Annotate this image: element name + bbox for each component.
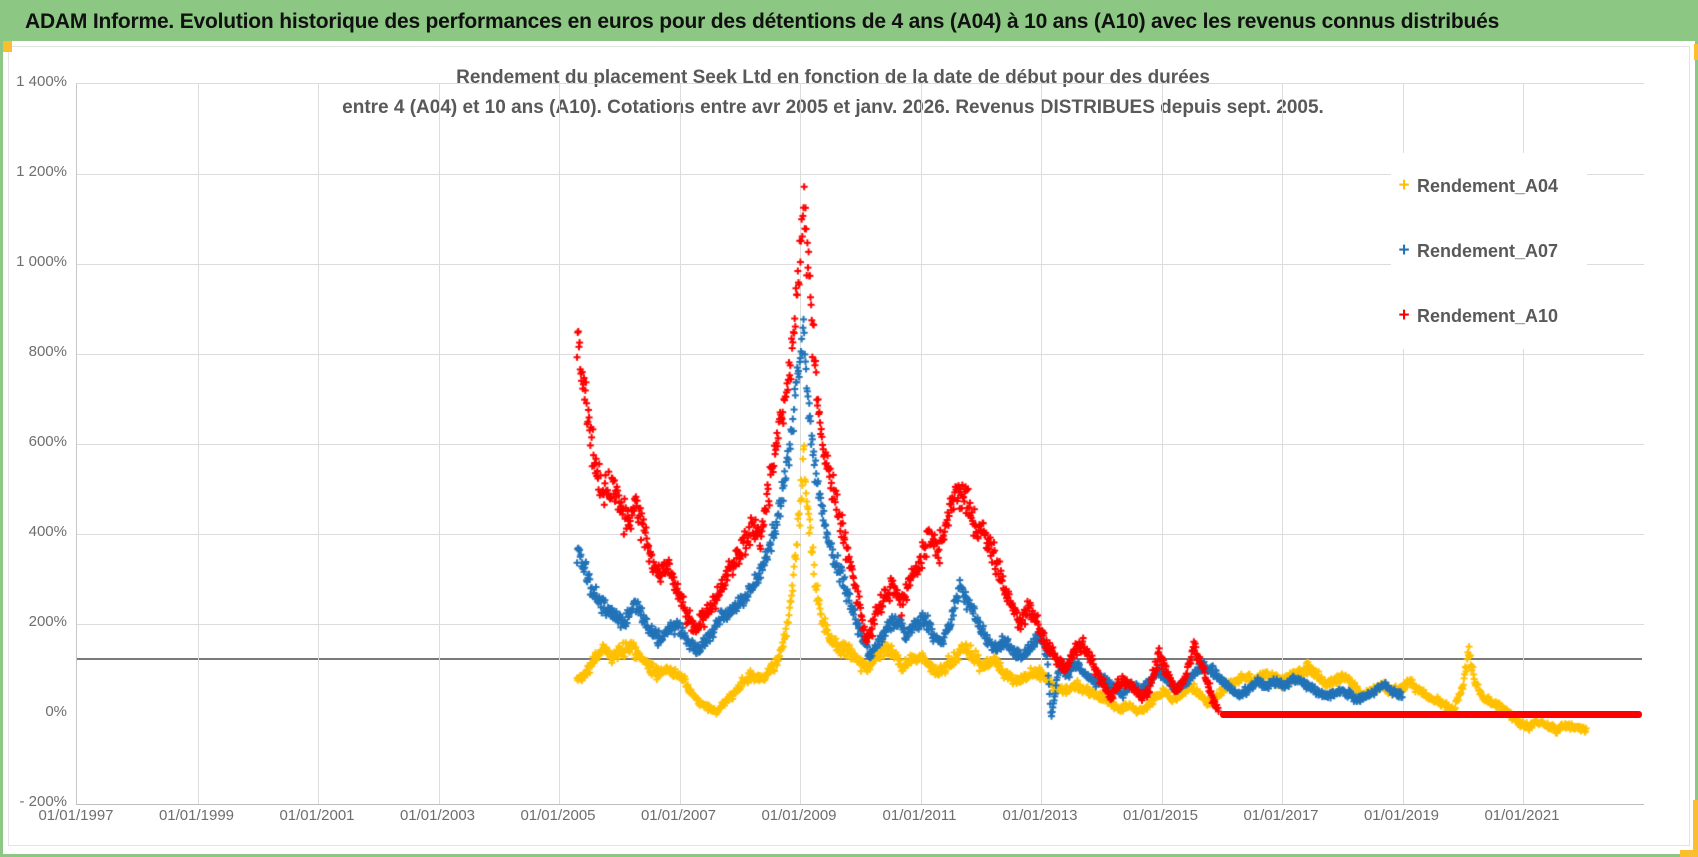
plus-marker-icon: + (1398, 175, 1410, 196)
x-axis-label: 01/01/1997 (38, 807, 114, 824)
chart-resize-handle-bottom-right[interactable] (1693, 800, 1698, 853)
x-axis-label: 01/01/2019 (1363, 807, 1440, 824)
legend-label: Rendement_A07 (1417, 240, 1559, 261)
x-axis-label: 01/01/2017 (1243, 807, 1319, 824)
red-zero-annotation-line[interactable] (1219, 710, 1642, 718)
plus-marker-icon: + (1398, 305, 1410, 326)
chart-overlay: Rendement du placement Seek Ltd en fonct… (3, 3, 1695, 854)
legend-label: Rendement_A10 (1417, 305, 1559, 326)
y-axis-label: 0% (45, 703, 67, 720)
x-axis-label: 01/01/2003 (399, 807, 476, 824)
y-axis-label: 200% (28, 613, 67, 630)
x-axis-label: 01/01/1999 (158, 807, 235, 824)
y-axis-label: 600% (28, 433, 67, 450)
x-axis-label: 01/01/2001 (279, 807, 355, 824)
legend-label: Rendement_A04 (1417, 175, 1559, 196)
y-axis-label: - 200% (19, 793, 67, 810)
x-axis-label: 01/01/2007 (640, 807, 717, 824)
x-axis-label: 01/01/2013 (1002, 807, 1078, 824)
window-title: ADAM Informe. Evolution historique des p… (25, 10, 1500, 33)
y-axis-label: 1 000% (16, 253, 67, 270)
y-axis-label: 800% (28, 343, 67, 360)
x-axis-label: 01/01/2015 (1122, 807, 1199, 824)
window-header: ADAM Informe. Evolution historique des p… (3, 3, 1695, 41)
chart-legend: + Rendement_A04 + Rendement_A07 + Rendem… (1391, 153, 1587, 349)
plus-marker-icon: + (1398, 240, 1410, 261)
x-axis-label: 01/01/2005 (520, 807, 596, 824)
x-axis-label: 01/01/2009 (761, 807, 837, 824)
legend-item-a04[interactable]: + Rendement_A04 (1391, 171, 1587, 201)
legend-item-a10[interactable]: + Rendement_A10 (1391, 301, 1587, 331)
x-axis-label: 01/01/2011 (882, 807, 957, 824)
y-axis-label: 400% (28, 523, 67, 540)
plot-area (76, 83, 1644, 805)
selection-handle-top-left (3, 41, 12, 52)
chart-resize-handle-bottom-right[interactable] (1680, 850, 1698, 857)
y-axis-label: 1 200% (16, 163, 67, 180)
legend-item-a07[interactable]: + Rendement_A07 (1391, 236, 1587, 266)
y-axis-label: 1 400% (16, 73, 67, 90)
selection-handle-right (1694, 44, 1698, 60)
chart-title-line1: Rendement du placement Seek Ltd en fonct… (456, 67, 1210, 88)
scatter-canvas (77, 84, 1644, 804)
x-axis-label: 01/01/2021 (1484, 807, 1560, 824)
